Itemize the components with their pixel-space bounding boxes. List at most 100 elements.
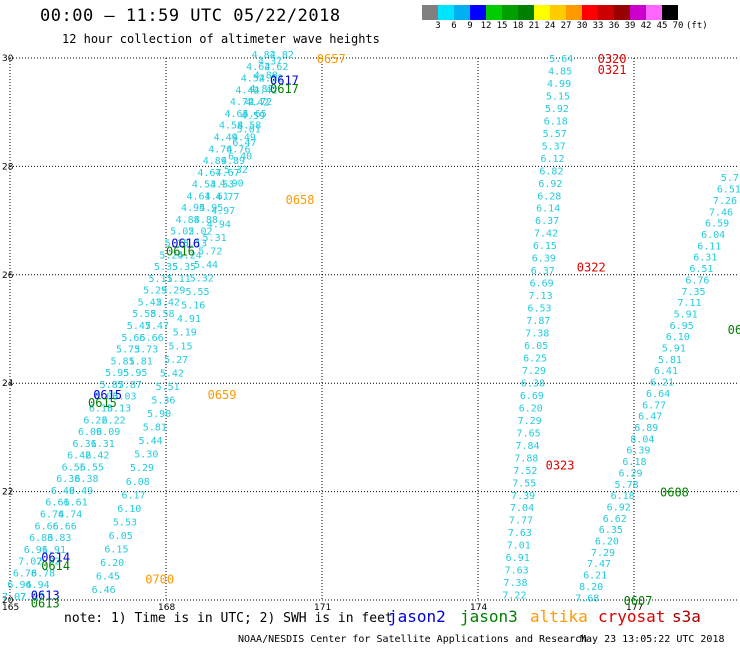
color-legend-label: 6 bbox=[451, 21, 457, 31]
track-value: 4.65 bbox=[224, 109, 248, 120]
track-value: 8.04 bbox=[630, 434, 654, 445]
track-value: 6.59 bbox=[705, 219, 729, 230]
color-legend-label: 21 bbox=[528, 21, 540, 31]
pass-time-label: 0613 bbox=[31, 597, 60, 611]
track-value: 5.53 bbox=[113, 517, 137, 528]
track-value: 6.49 bbox=[51, 486, 75, 497]
track-value: 5.32 bbox=[224, 165, 248, 176]
track-value: 5.44 bbox=[194, 260, 218, 271]
satellite-jason2: jason2 bbox=[388, 607, 446, 626]
color-swatch bbox=[598, 5, 614, 20]
track-value: 6.37 bbox=[531, 266, 555, 277]
track-value: 6.13 bbox=[107, 403, 131, 414]
track-value: 5.91 bbox=[662, 344, 686, 355]
track-value: 6.82 bbox=[539, 166, 563, 177]
track-value: 7.68 bbox=[575, 593, 599, 604]
track-value: 4.94 bbox=[207, 219, 231, 230]
track-value: 6.94 bbox=[7, 580, 31, 591]
track-value: 6.94 bbox=[26, 580, 50, 591]
lat-tick-label: 26 bbox=[2, 271, 14, 281]
track-value: 6.83 bbox=[47, 533, 71, 544]
pass-time-label: 0609 bbox=[728, 323, 740, 337]
pass-time-label: 0615 bbox=[88, 396, 117, 410]
track-value: 5.02 bbox=[188, 227, 212, 238]
track-value: 6.17 bbox=[121, 490, 145, 501]
track-value: 5.29 bbox=[130, 463, 154, 474]
track-value: 6.55 bbox=[80, 462, 104, 473]
pass-time-label: 0616 bbox=[171, 236, 200, 250]
track-value: 6.05 bbox=[524, 341, 548, 352]
track-value: 6.46 bbox=[92, 585, 116, 596]
track-value: 4.88 bbox=[176, 215, 200, 226]
track-value: 5.36 bbox=[151, 395, 175, 406]
track-value: 5.16 bbox=[181, 301, 205, 312]
track-value: 7.42 bbox=[534, 229, 558, 240]
lat-tick-label: 28 bbox=[2, 162, 14, 172]
track-value: 5.11 bbox=[167, 274, 191, 285]
track-value: 6.83 bbox=[29, 533, 53, 544]
track-value: 5.13 bbox=[183, 239, 207, 250]
pass-time-label: 0617 bbox=[270, 74, 299, 88]
track-value: 6.39 bbox=[532, 254, 556, 265]
pass-time-label: 0616 bbox=[166, 244, 195, 258]
track-value: 6.78 bbox=[13, 568, 37, 579]
track-value: 4.90 bbox=[220, 179, 244, 190]
color-swatch bbox=[582, 5, 598, 20]
track-value: 6.08 bbox=[126, 477, 150, 488]
pass-time-label: 0608 bbox=[660, 486, 689, 500]
track-value: 6.74 bbox=[40, 510, 64, 521]
track-value: 4.65 bbox=[243, 109, 267, 120]
track-value: 5.73 bbox=[116, 345, 140, 356]
track-value: 5.78 bbox=[615, 480, 639, 491]
track-value: 6.38 bbox=[74, 474, 98, 485]
lat-tick-label: 30 bbox=[2, 54, 14, 64]
color-swatch bbox=[550, 5, 566, 20]
track-value: 5.30 bbox=[134, 450, 158, 461]
track-value: 6.91 bbox=[506, 553, 530, 564]
track-value: 4.42 bbox=[245, 97, 269, 108]
track-value: 6.18 bbox=[611, 491, 635, 502]
track-value: 6.15 bbox=[533, 241, 557, 252]
track-value: 7.38 bbox=[525, 329, 549, 340]
track-value: 5.87 bbox=[100, 380, 124, 391]
track-value: 5.29 bbox=[143, 286, 167, 297]
track-value: 6.35 bbox=[599, 525, 623, 536]
track-value: 6.49 bbox=[69, 486, 93, 497]
track-value: 7.77 bbox=[509, 516, 533, 527]
track-value: 4.62 bbox=[264, 62, 288, 73]
track-value: 4.97 bbox=[211, 206, 235, 217]
track-value: 6.04 bbox=[701, 230, 725, 241]
color-swatch bbox=[566, 5, 582, 20]
lon-tick-label: 168 bbox=[158, 603, 175, 613]
track-value: 6.41 bbox=[654, 366, 678, 377]
color-swatch bbox=[518, 5, 534, 20]
track-value: 6.51 bbox=[717, 185, 740, 196]
track-value: 6.15 bbox=[104, 545, 128, 556]
track-value: 6.22 bbox=[102, 415, 126, 426]
track-value: 7.29 bbox=[522, 366, 546, 377]
track-value: 4.58 bbox=[237, 121, 261, 132]
track-value: 5.81 bbox=[143, 423, 167, 434]
track-value: 5.73 bbox=[134, 345, 158, 356]
track-value: 6.05 bbox=[109, 531, 133, 542]
track-value: 6.18 bbox=[544, 116, 568, 127]
color-swatch bbox=[486, 5, 502, 20]
track-value: 5.01 bbox=[237, 124, 261, 135]
track-value: 6.66 bbox=[53, 521, 77, 532]
track-value: 7.39 bbox=[511, 491, 535, 502]
track-value: 5.24 bbox=[159, 250, 183, 261]
track-value: 6.77 bbox=[642, 400, 666, 411]
color-legend-label: 18 bbox=[512, 21, 524, 31]
track-value: 5.66 bbox=[140, 333, 164, 344]
track-value: 7.07 bbox=[2, 592, 26, 603]
track-value: 5.58 bbox=[132, 309, 156, 320]
track-value: 6.11 bbox=[697, 241, 721, 252]
track-value: 4.82 bbox=[252, 50, 276, 61]
track-value: 7.52 bbox=[513, 466, 537, 477]
track-value: 6.37 bbox=[535, 216, 559, 227]
track-value: 5.15 bbox=[546, 91, 570, 102]
track-value: 7.65 bbox=[517, 428, 541, 439]
track-value: 4.82 bbox=[270, 50, 294, 61]
track-value: 4.67 bbox=[197, 168, 221, 179]
track-value: 6.38 bbox=[56, 474, 80, 485]
